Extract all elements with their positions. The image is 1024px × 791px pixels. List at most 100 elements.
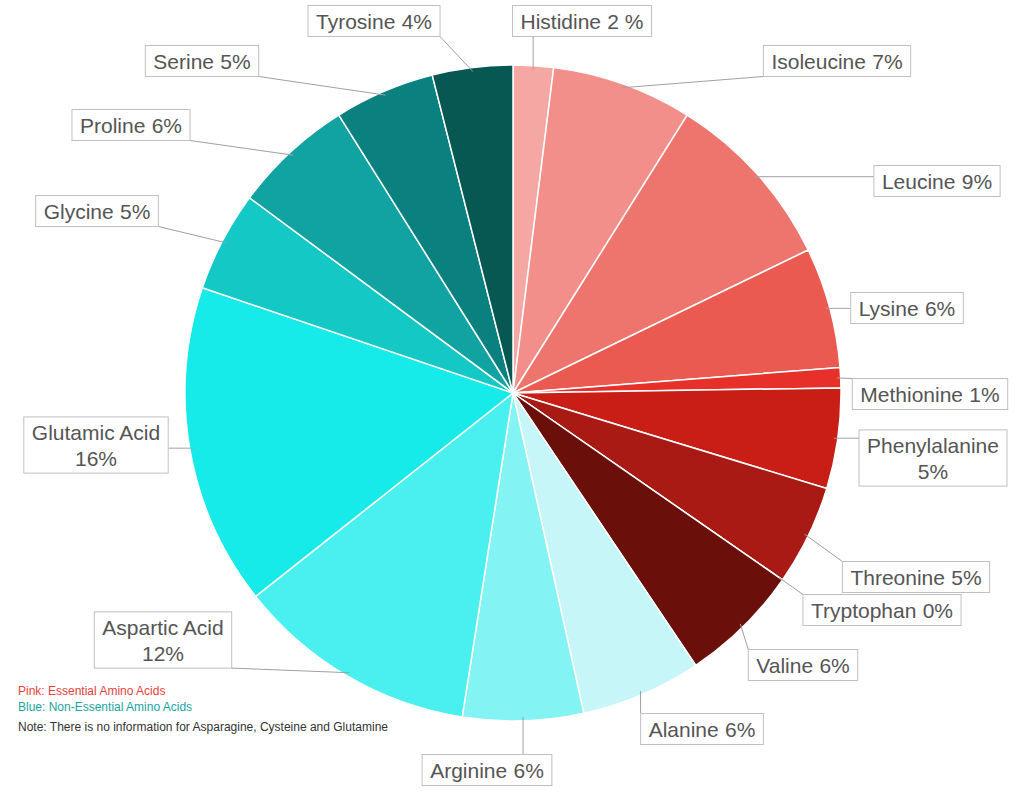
label-box: Isoleucine 7% <box>763 46 910 77</box>
leader-line <box>740 624 748 650</box>
label-value: 6% <box>725 718 755 741</box>
label-box: Arginine6% <box>422 755 552 786</box>
label-frame <box>859 430 1007 486</box>
annotation: Pink: Essential Amino Acids <box>18 684 165 698</box>
label-value: 7% <box>872 50 902 73</box>
annotation: Blue: Non-Essential Amino Acids <box>18 700 192 714</box>
label-value: 4% <box>402 10 432 33</box>
label-value: 6% <box>152 114 182 137</box>
label-value: 16% <box>75 446 117 469</box>
data-labels: Histidine2 % Isoleucine 7% Leucine 9% Lysine 6… <box>24 6 1008 786</box>
label-box: Glycine 5% <box>36 196 159 227</box>
label-value: 5% <box>120 200 150 223</box>
label-frame <box>24 417 168 473</box>
label-box: Aspartic Acid12% <box>94 612 231 668</box>
label-frame <box>145 46 258 77</box>
data-label: Threonine 5% <box>850 566 981 589</box>
leader-lines <box>158 37 874 755</box>
label-category: Tyrosine <box>316 10 395 33</box>
label-frame <box>308 6 440 37</box>
label-category: Lysine <box>859 297 919 320</box>
chart: Histidine2 % Isoleucine 7% Leucine 9% Lysine 6… <box>0 0 1024 791</box>
label-frame <box>422 755 552 786</box>
annotation: Note: There is no information for Aspara… <box>18 720 388 734</box>
data-label: Tryptophan 0% <box>811 599 953 622</box>
leader-line <box>259 77 386 96</box>
leader-line <box>440 37 473 72</box>
label-box: Methionine 1% <box>852 379 1007 410</box>
data-label: Lysine 6% <box>859 297 956 320</box>
data-label: Proline 6% <box>80 114 182 137</box>
label-value: 2 % <box>607 10 643 33</box>
leader-line <box>826 308 851 309</box>
label-frame <box>94 612 231 668</box>
leader-line <box>805 534 843 561</box>
data-label: Aspartic Acid12% <box>102 616 223 664</box>
background <box>0 0 1024 791</box>
data-label: Arginine6% <box>430 759 544 782</box>
label-frame <box>36 196 159 227</box>
label-value: 5% <box>220 50 250 73</box>
pie-slice <box>432 65 513 393</box>
leader-line <box>523 717 524 755</box>
label-value: 5% <box>951 566 981 589</box>
label-box: Alanine6% <box>641 714 764 745</box>
data-label: Glutamic Acid16% <box>32 421 160 469</box>
label-frame <box>852 379 1007 410</box>
data-label: Alanine6% <box>649 718 756 741</box>
leader-line <box>158 227 226 243</box>
label-category: Aspartic Acid <box>102 616 223 639</box>
label-category: Methionine <box>860 383 963 406</box>
label-value: 6% <box>925 297 955 320</box>
data-label: Serine 5% <box>153 50 250 73</box>
label-value: 9% <box>962 170 992 193</box>
label-category: Isoleucine <box>771 50 866 73</box>
data-label: Tyrosine 4% <box>316 10 432 33</box>
leader-line <box>232 668 350 673</box>
data-label: Isoleucine 7% <box>771 50 902 73</box>
label-box: Histidine2 % <box>512 6 651 37</box>
data-label: Histidine2 % <box>520 10 643 33</box>
label-category: Glycine <box>44 200 114 223</box>
data-label: Leucine 9% <box>882 170 992 193</box>
label-value: 5% <box>918 459 948 482</box>
label-box: Tryptophan 0% <box>803 595 961 626</box>
leader-line <box>190 141 293 156</box>
label-frame <box>851 293 964 324</box>
label-category: Tryptophan <box>811 599 916 622</box>
label-frame <box>842 562 989 593</box>
label-box: Lysine 6% <box>851 293 964 324</box>
label-frame <box>72 110 190 141</box>
label-frame <box>641 714 764 745</box>
label-category: Arginine <box>430 759 507 782</box>
label-value: 12% <box>142 641 184 664</box>
data-label: Methionine 1% <box>860 383 999 406</box>
label-box: Serine 5% <box>145 46 258 77</box>
label-frame <box>512 6 651 37</box>
leader-line <box>779 578 803 595</box>
label-value: 6% <box>819 654 849 677</box>
label-frame <box>803 595 961 626</box>
label-box: Phenylalanine5% <box>859 430 1007 486</box>
label-box: Valine6% <box>748 650 857 681</box>
label-box: Leucine 9% <box>874 166 1000 197</box>
leader-line <box>834 438 859 439</box>
label-value: 0% <box>923 599 953 622</box>
label-category: Phenylalanine <box>867 434 999 457</box>
leader-line <box>837 377 853 379</box>
label-frame <box>748 650 857 681</box>
label-category: Proline <box>80 114 145 137</box>
label-category: Threonine <box>850 566 945 589</box>
data-label: Phenylalanine5% <box>867 434 999 482</box>
notes: Pink: Essential Amino Acids Blue: Non-Ess… <box>18 684 388 734</box>
label-category: Glutamic Acid <box>32 421 160 444</box>
pie-slice <box>513 250 840 393</box>
label-category: Serine <box>153 50 214 73</box>
label-frame <box>874 166 1000 197</box>
label-box: Threonine 5% <box>842 562 989 593</box>
label-value: 1% <box>969 383 999 406</box>
leader-line <box>533 37 534 70</box>
leader-line <box>640 691 641 714</box>
data-label: Glycine 5% <box>44 200 151 223</box>
label-category: Leucine <box>882 170 956 193</box>
